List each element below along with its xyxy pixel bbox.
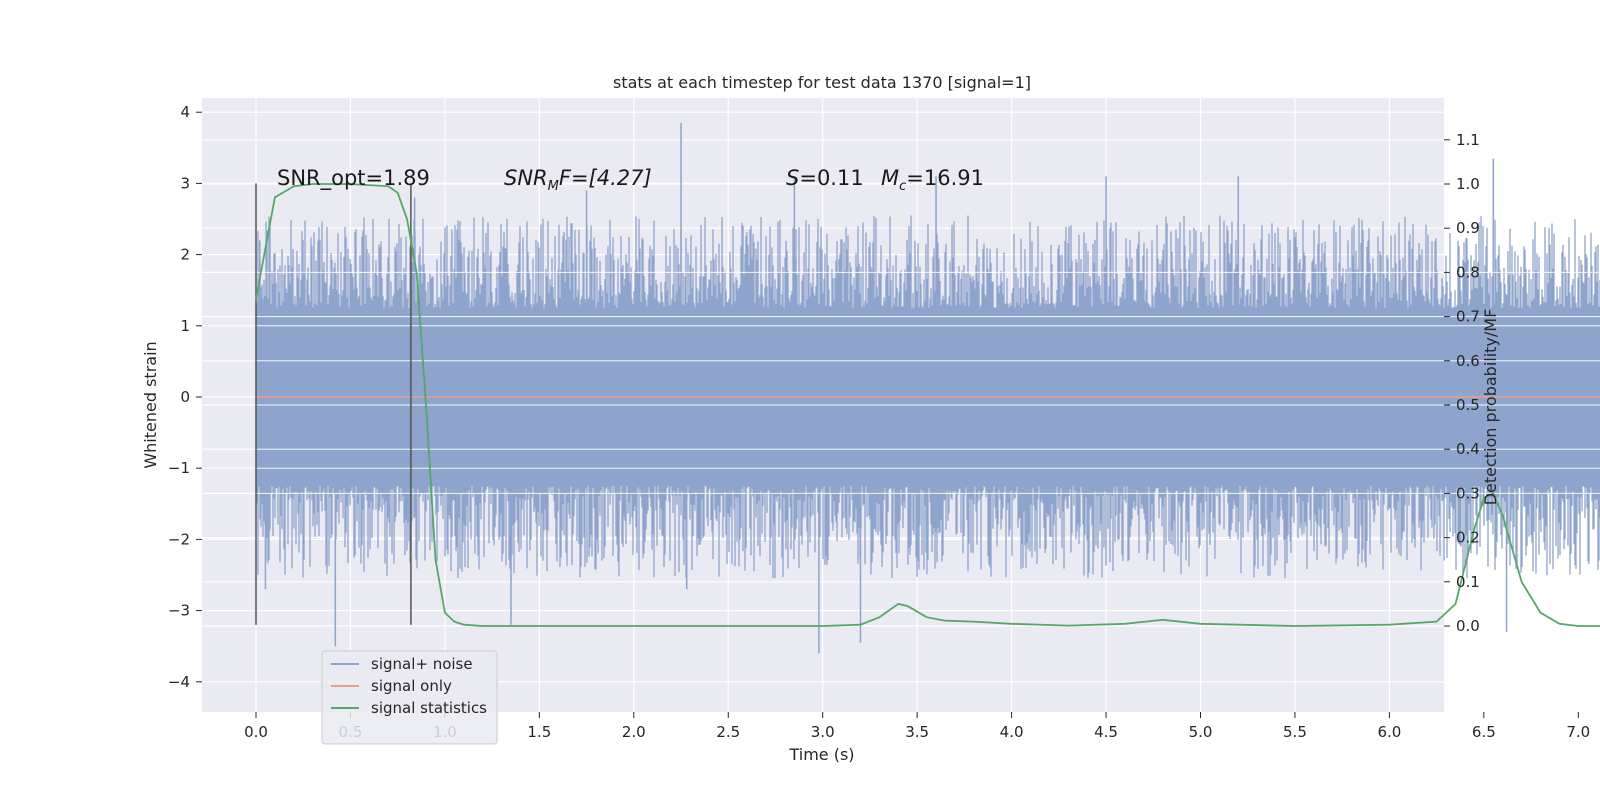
y-tick-label: 1 (180, 317, 190, 335)
legend-label-noise: signal+ noise (371, 655, 473, 673)
y-tick-label: −3 (168, 602, 190, 620)
x-axis-label: Time (s) (788, 745, 854, 764)
annotation-snr-mf-math: SNR (504, 166, 548, 190)
annotation-s: S=0.11 (786, 166, 864, 190)
annotation-mc-sub: c (899, 179, 906, 194)
x-tick-label: 5.0 (1189, 723, 1213, 741)
y2-tick-label: 0.7 (1456, 308, 1480, 326)
y-tick-label: 0 (180, 388, 190, 406)
annotation-mc-math: M (881, 166, 899, 190)
y2-axis-ticks: 1.1 1.0 0.9 0.8 0.7 0.6 0.5 0.4 0.3 0.2 0.1 0.0 (1444, 131, 1480, 635)
y-tick-label: −1 (168, 459, 190, 477)
y2-tick-label: 0.1 (1456, 573, 1480, 591)
x-tick-label: 1.5 (527, 723, 551, 741)
chart-title: stats at each timestep for test data 137… (613, 73, 1031, 92)
annotation-snr-mf-sub: M (548, 179, 559, 194)
annotation-s-math: S (786, 166, 799, 190)
annotation-mc-tail: =16.91 (906, 166, 984, 190)
x-tick-label: 2.5 (716, 723, 740, 741)
y2-tick-label: 0.4 (1456, 440, 1480, 458)
x-tick-label: 0.0 (244, 723, 268, 741)
signal-series-group (256, 396, 1600, 398)
x-tick-label: 6.0 (1377, 723, 1401, 741)
annotation-snr-mf: SNRMF=[4.27] (504, 166, 652, 194)
y2-tick-label: 0.8 (1456, 263, 1480, 281)
y2-tick-label: 1.0 (1456, 175, 1480, 193)
y2-tick-label: 0.3 (1456, 484, 1480, 502)
x-tick-label: 4.5 (1094, 723, 1118, 741)
x-tick-label: 7.0 (1566, 723, 1590, 741)
y2-axis-label: Detection probability/MF (1481, 309, 1500, 506)
y-tick-label: 4 (180, 103, 190, 121)
y2-tick-label: 1.1 (1456, 131, 1480, 149)
annotation-snr-opt: SNR_opt=1.89 (277, 166, 430, 191)
x-tick-label: 3.5 (905, 723, 929, 741)
y-axis-ticks: 4 3 2 1 0 −1 −2 −3 −4 (168, 103, 202, 691)
y-tick-label: −2 (168, 530, 190, 548)
y2-tick-label: 0.6 (1456, 352, 1480, 370)
annotation-snr-mf-tail: F=[4.27] (559, 166, 652, 190)
y2-tick-label: 0.0 (1456, 617, 1480, 635)
annotation-s-tail: =0.11 (799, 166, 863, 190)
vertical-markers (255, 183, 412, 625)
legend-label-signal: signal only (371, 677, 452, 695)
y-tick-label: 3 (180, 174, 190, 192)
y-axis-label: Whitened strain (141, 341, 160, 468)
y2-tick-label: 0.2 (1456, 529, 1480, 547)
y-tick-label: −4 (168, 673, 190, 691)
x-tick-label: 6.5 (1472, 723, 1496, 741)
x-tick-label: 2.0 (622, 723, 646, 741)
statistics-series-group (255, 183, 1600, 627)
annotations: SNR_opt=1.89 SNRMF=[4.27] S=0.11 Mc=16.9… (277, 166, 984, 194)
x-tick-label: 3.0 (811, 723, 835, 741)
x-tick-label: 5.5 (1283, 723, 1307, 741)
y-tick-label: 2 (180, 246, 190, 264)
legend-label-stats: signal statistics (371, 699, 487, 717)
legend: signal+ noise signal only signal statist… (321, 650, 498, 745)
y2-tick-label: 0.5 (1456, 396, 1480, 414)
legend-box (321, 650, 498, 745)
statistics-line (255, 183, 1600, 627)
y2-tick-label: 0.9 (1456, 219, 1480, 237)
x-tick-label: 4.0 (1000, 723, 1024, 741)
annotation-mc: Mc=16.91 (881, 166, 984, 194)
